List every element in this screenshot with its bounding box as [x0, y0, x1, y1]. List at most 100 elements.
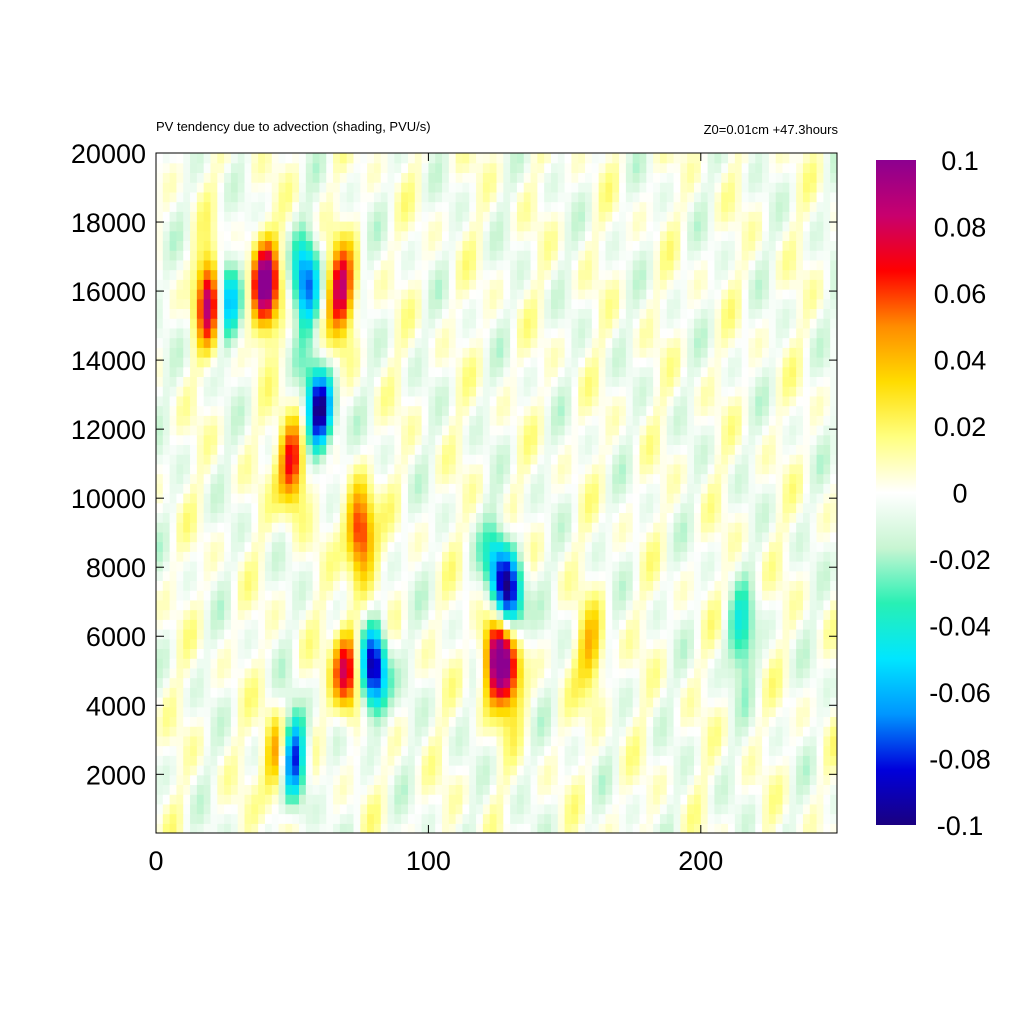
heatmap-cell	[496, 522, 504, 533]
heatmap-cell	[251, 687, 259, 698]
heatmap-cell	[809, 580, 818, 591]
heatmap-cell	[156, 735, 164, 747]
heatmap-cell	[605, 483, 613, 494]
heatmap-cell	[544, 463, 552, 475]
heatmap-cell	[264, 366, 273, 378]
heatmap-cell	[550, 599, 559, 611]
heatmap-cell	[176, 794, 184, 805]
heatmap-cell	[666, 395, 675, 407]
heatmap-cell	[162, 366, 171, 378]
heatmap-cell	[673, 561, 681, 572]
heatmap-cell	[762, 745, 770, 756]
heatmap-cell	[789, 463, 797, 475]
heatmap-cell	[312, 755, 321, 766]
heatmap-cell	[768, 765, 777, 776]
heatmap-cell	[585, 386, 593, 397]
heatmap-cell	[816, 522, 824, 533]
heatmap-cell	[741, 483, 750, 494]
heatmap-cell	[196, 755, 205, 766]
heatmap-cell	[612, 794, 620, 805]
heatmap-cell	[666, 376, 675, 387]
heatmap-cell	[721, 512, 729, 523]
heatmap-cell	[353, 454, 361, 465]
heatmap-cell	[367, 735, 375, 747]
heatmap-cell	[271, 502, 280, 514]
heatmap-cell	[190, 473, 198, 484]
heatmap-cell	[591, 425, 600, 436]
heatmap-cell	[564, 658, 573, 669]
heatmap-cell	[741, 774, 750, 786]
heatmap-cell	[510, 765, 518, 776]
heatmap-cell	[360, 794, 368, 805]
heatmap-cell	[537, 667, 545, 679]
heatmap-cell	[585, 473, 593, 484]
heatmap-cell	[762, 444, 770, 455]
heatmap-cell	[816, 784, 824, 795]
heatmap-cell	[816, 765, 824, 776]
heatmap-cell	[687, 590, 695, 601]
heatmap-cell	[802, 765, 811, 776]
heatmap-cell	[598, 629, 607, 640]
heatmap-cell	[312, 697, 321, 708]
heatmap-cell	[353, 677, 361, 688]
heatmap-cell	[264, 745, 273, 756]
heatmap-cell	[550, 376, 559, 387]
heatmap-cell	[619, 415, 627, 426]
heatmap-cell	[264, 726, 273, 737]
heatmap-cell	[693, 415, 702, 426]
heatmap-cell	[612, 405, 620, 416]
heatmap-cell	[585, 395, 593, 407]
heatmap-cell	[230, 677, 239, 688]
heatmap-cell	[734, 658, 743, 669]
heatmap-cell	[442, 357, 450, 368]
heatmap-cell	[162, 502, 171, 514]
heatmap-cell	[469, 609, 477, 620]
heatmap-cell	[421, 658, 429, 669]
heatmap-cell	[768, 551, 777, 562]
heatmap-cell	[237, 706, 246, 718]
heatmap-cell	[605, 551, 613, 562]
heatmap-cell	[823, 823, 831, 833]
heatmap-cell	[741, 609, 750, 620]
heatmap-cell	[373, 794, 382, 805]
heatmap-cell	[373, 493, 382, 504]
heatmap-cell	[612, 706, 620, 718]
heatmap-cell	[789, 648, 797, 659]
heatmap-cell	[585, 599, 593, 611]
heatmap-cell	[802, 755, 811, 766]
heatmap-cell	[271, 415, 280, 426]
heatmap-cell	[721, 813, 729, 824]
heatmap-cell	[816, 357, 824, 368]
heatmap-cell	[367, 376, 375, 387]
heatmap-cell	[401, 454, 409, 465]
heatmap-cell	[462, 803, 470, 815]
heatmap-cell	[448, 357, 457, 368]
heatmap-cell	[775, 580, 784, 591]
heatmap-cell	[346, 726, 355, 737]
heatmap-cell	[305, 794, 314, 805]
heatmap-cell	[312, 434, 321, 446]
heatmap-cell	[503, 502, 511, 514]
heatmap-cell	[496, 386, 504, 397]
heatmap-cell	[156, 580, 164, 591]
heatmap-cell	[544, 599, 552, 611]
heatmap-cell	[687, 473, 695, 484]
heatmap-cell	[707, 483, 716, 494]
heatmap-cell	[530, 434, 538, 446]
heatmap-cell	[612, 357, 620, 368]
heatmap-cell	[278, 794, 286, 805]
heatmap-cell	[251, 677, 259, 688]
heatmap-cell	[176, 386, 184, 397]
heatmap-cell	[700, 813, 709, 824]
heatmap-cell	[469, 531, 477, 543]
heatmap-cell	[373, 376, 382, 387]
heatmap-cell	[462, 502, 470, 514]
heatmap-cell	[653, 619, 661, 630]
heatmap-cell	[823, 551, 831, 562]
heatmap-cell	[550, 473, 559, 484]
heatmap-cell	[455, 386, 464, 397]
heatmap-cell	[448, 667, 457, 679]
heatmap-cell	[530, 531, 538, 543]
heatmap-cell	[278, 454, 286, 465]
heatmap-cell	[523, 619, 532, 630]
